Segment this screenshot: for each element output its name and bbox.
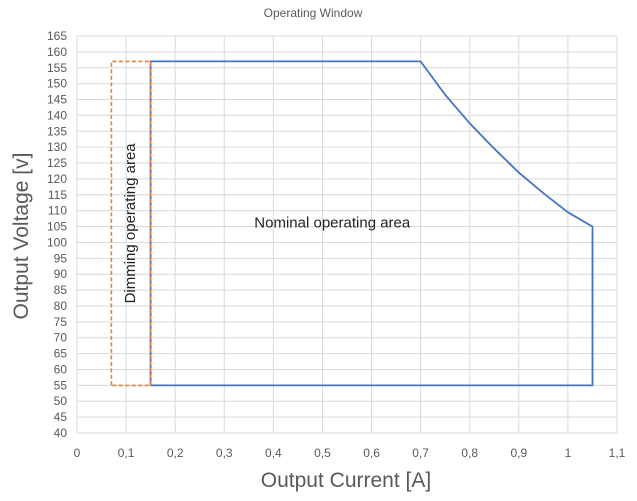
y-tick-label: 70 bbox=[54, 331, 68, 345]
x-tick-label: 0,7 bbox=[412, 446, 429, 460]
x-tick-label: 0,6 bbox=[363, 446, 380, 460]
x-tick-label: 0,3 bbox=[216, 446, 233, 460]
y-tick-label: 50 bbox=[54, 394, 68, 408]
x-tick-label: 0 bbox=[74, 446, 81, 460]
y-tick-label: 115 bbox=[48, 188, 67, 202]
x-axis-title: Output Current [A] bbox=[261, 469, 431, 492]
y-tick-label: 75 bbox=[54, 315, 68, 329]
y-tick-label: 155 bbox=[47, 61, 67, 75]
y-tick-label: 145 bbox=[47, 93, 67, 107]
y-tick-label: 40 bbox=[54, 426, 68, 440]
grid-lines bbox=[76, 35, 618, 434]
x-tick-label: 0,9 bbox=[510, 446, 527, 460]
x-tick-label: 1 bbox=[565, 446, 572, 460]
y-tick-label: 65 bbox=[54, 347, 68, 361]
x-tick-label: 0,4 bbox=[265, 446, 282, 460]
y-tick-label: 85 bbox=[54, 283, 68, 297]
y-tick-label: 140 bbox=[47, 108, 67, 122]
y-tick-label: 45 bbox=[54, 410, 68, 424]
x-tick-label: 0,2 bbox=[167, 446, 184, 460]
y-tick-label: 150 bbox=[47, 77, 67, 91]
annotation-layer: Nominal operating area Dimming operating … bbox=[122, 143, 411, 304]
y-tick-label: 100 bbox=[47, 235, 67, 249]
series-layer bbox=[110, 60, 594, 387]
y-tick-label: 130 bbox=[47, 140, 67, 154]
y-tick-label: 90 bbox=[54, 267, 68, 281]
y-axis-title: Output Voltage [v] bbox=[10, 153, 33, 320]
chart-title: Operating Window bbox=[264, 6, 363, 20]
y-tick-label: 55 bbox=[54, 378, 68, 392]
x-tick-label: 0,1 bbox=[118, 446, 135, 460]
y-tick-label: 125 bbox=[47, 156, 67, 170]
y-tick-label: 160 bbox=[47, 45, 67, 59]
y-tick-label: 80 bbox=[54, 299, 68, 313]
y-tick-label: 60 bbox=[54, 362, 68, 376]
y-tick-label: 165 bbox=[47, 29, 67, 43]
dimming-area-outline bbox=[110, 60, 152, 387]
y-tick-label: 120 bbox=[47, 172, 67, 186]
nominal-area-outline bbox=[149, 60, 594, 387]
x-tick-label: 0,5 bbox=[314, 446, 331, 460]
nominal-area-label: Nominal operating area bbox=[254, 214, 411, 231]
y-tick-label: 95 bbox=[54, 251, 68, 265]
y-tick-label: 135 bbox=[47, 124, 67, 138]
y-tick-label: 110 bbox=[48, 204, 67, 218]
x-tick-label: 1,1 bbox=[609, 446, 626, 460]
x-tick-label: 0,8 bbox=[461, 446, 478, 460]
dimming-area-label: Dimming operating area bbox=[122, 143, 139, 304]
y-tick-label: 105 bbox=[47, 220, 67, 234]
x-axis-tick-labels: 0 0,1 0,2 0,3 0,4 0,5 0,6 0,7 0,8 0,9 1 1,1 bbox=[74, 446, 626, 460]
